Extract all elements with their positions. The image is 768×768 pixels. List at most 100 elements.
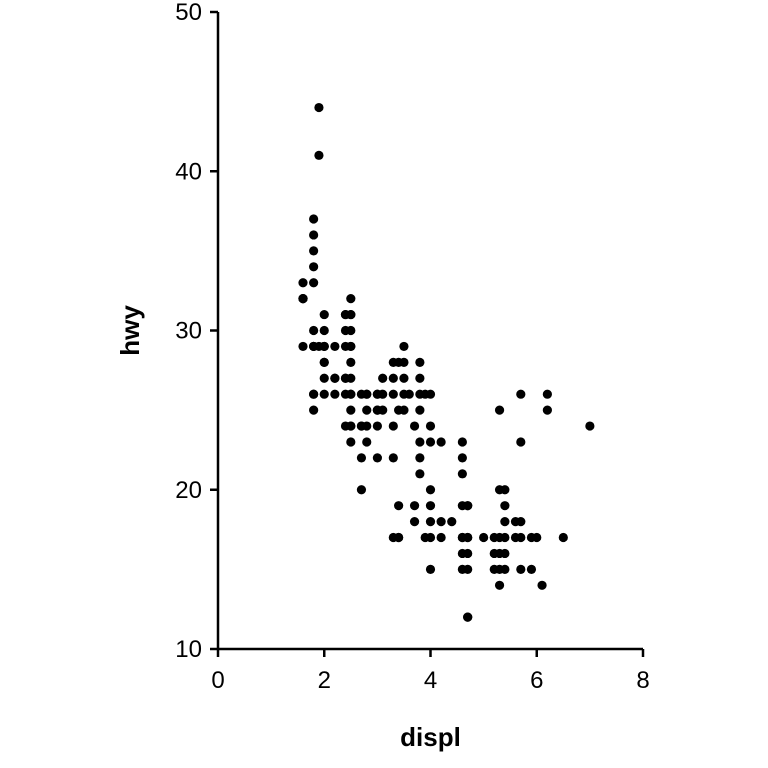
axes-layer [216,12,643,651]
data-point [346,309,356,320]
data-point [463,612,473,622]
x-axis-title: displ [400,722,461,752]
points-layer [298,102,595,622]
data-point [447,517,457,527]
data-point [415,373,425,383]
data-point [346,405,356,415]
data-point [394,501,404,511]
data-point [425,517,436,527]
data-point [319,389,329,399]
data-point [516,532,526,543]
data-point [500,501,510,511]
data-point [346,357,356,367]
data-point [457,437,467,447]
data-point [516,564,526,574]
data-point [516,517,526,527]
data-point [372,421,382,431]
data-point [372,453,382,463]
data-point [394,532,404,543]
y-ticks: 10 20 30 40 50 [175,0,218,663]
data-point [399,341,409,352]
data-point [425,421,436,431]
data-point [309,246,319,256]
data-point [378,389,388,399]
data-point [388,453,398,463]
data-point [346,325,356,336]
data-point [309,214,319,224]
data-point [425,437,436,447]
data-point [500,517,510,527]
y-tick-label: 50 [175,0,202,26]
data-point [399,405,409,415]
data-point [537,580,547,590]
data-point [298,278,308,288]
data-point [309,230,319,240]
data-point [425,532,436,543]
data-point [500,532,510,543]
data-point [463,501,473,511]
data-point [298,341,308,352]
data-point [330,389,340,399]
data-point [532,532,542,543]
data-point [346,341,356,352]
data-point [298,294,308,304]
data-point [463,548,473,559]
data-point [425,501,436,511]
data-point [319,357,329,367]
data-point [362,421,372,431]
y-axis-title: hwy [115,305,145,356]
data-point [362,405,372,415]
data-point [309,405,319,415]
x-ticks: 0 2 4 6 8 [211,649,650,694]
data-point [425,485,436,495]
data-point [330,373,340,383]
data-point [362,389,372,399]
data-point [415,453,425,463]
data-point [346,389,356,399]
data-point [479,532,489,543]
data-point [309,389,319,399]
data-point [558,532,568,543]
data-point [494,580,505,590]
x-tick-label: 2 [318,667,331,694]
data-point [388,421,398,431]
data-point [362,437,372,447]
data-point [309,278,319,288]
data-point [309,262,319,272]
x-tick-label: 6 [530,667,543,694]
data-point [388,373,398,383]
data-point [399,357,409,367]
data-point [346,437,356,447]
data-point [415,469,425,479]
data-point [585,421,595,431]
data-point [436,532,446,543]
data-point [494,405,505,415]
data-point [319,325,329,336]
data-point [314,150,324,160]
y-tick-label: 20 [175,477,202,504]
data-point [378,405,388,415]
data-point [436,517,446,527]
data-point [415,357,425,367]
data-point [425,389,436,399]
data-point [500,485,510,495]
data-point [415,405,425,415]
data-point [346,294,356,304]
data-point [388,389,398,399]
data-point [399,373,409,383]
data-point [463,532,473,543]
data-point [542,405,552,415]
data-point [409,501,420,511]
data-point [436,437,446,447]
data-point [526,564,537,574]
data-point [409,421,420,431]
data-point [319,341,329,352]
y-tick-label: 30 [175,318,202,345]
data-point [330,341,340,352]
data-point [457,469,467,479]
x-tick-label: 4 [424,667,437,694]
data-point [356,485,367,495]
data-point [404,389,414,399]
data-point [542,389,552,399]
